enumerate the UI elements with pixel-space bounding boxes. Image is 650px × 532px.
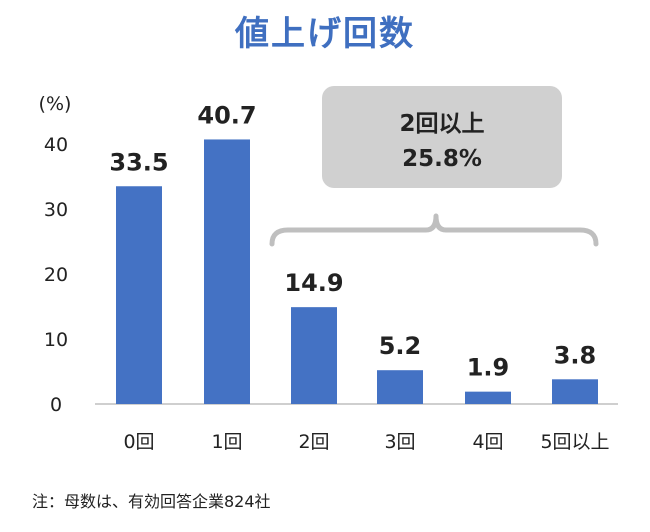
y-tick-label: 20 — [44, 264, 68, 286]
y-tick-label: 40 — [44, 134, 68, 156]
x-tick-label: 4回 — [472, 431, 503, 453]
group-bracket — [269, 213, 599, 247]
bar — [552, 379, 598, 404]
callout-box: 2回以上 25.8% — [322, 86, 562, 188]
y-tick-label: 30 — [44, 199, 68, 221]
x-tick-label: 2回 — [298, 431, 329, 453]
data-label: 14.9 — [284, 269, 343, 297]
x-tick-label: 0回 — [123, 431, 154, 453]
data-label: 3.8 — [554, 341, 597, 369]
bar — [291, 307, 337, 404]
callout-value: 25.8% — [402, 146, 482, 172]
data-label: 40.7 — [197, 101, 256, 129]
x-tick-label: 1回 — [211, 431, 242, 453]
data-label: 33.5 — [109, 148, 168, 176]
bar — [116, 186, 162, 404]
data-label: 1.9 — [467, 354, 510, 382]
x-tick-label: 5回以上 — [540, 431, 609, 453]
x-tick-label: 3回 — [384, 431, 415, 453]
data-label: 5.2 — [379, 332, 422, 360]
y-axis-unit-label: (%) — [39, 93, 72, 115]
bar — [465, 391, 511, 404]
chart-title: 値上げ回数 — [235, 14, 415, 54]
footnote: 注：母数は、有効回答企業824社 — [32, 492, 271, 511]
bar — [204, 139, 250, 404]
y-tick-label: 0 — [50, 394, 62, 416]
y-tick-label: 10 — [44, 329, 68, 351]
bar — [377, 370, 423, 404]
callout-label: 2回以上 — [399, 111, 485, 137]
